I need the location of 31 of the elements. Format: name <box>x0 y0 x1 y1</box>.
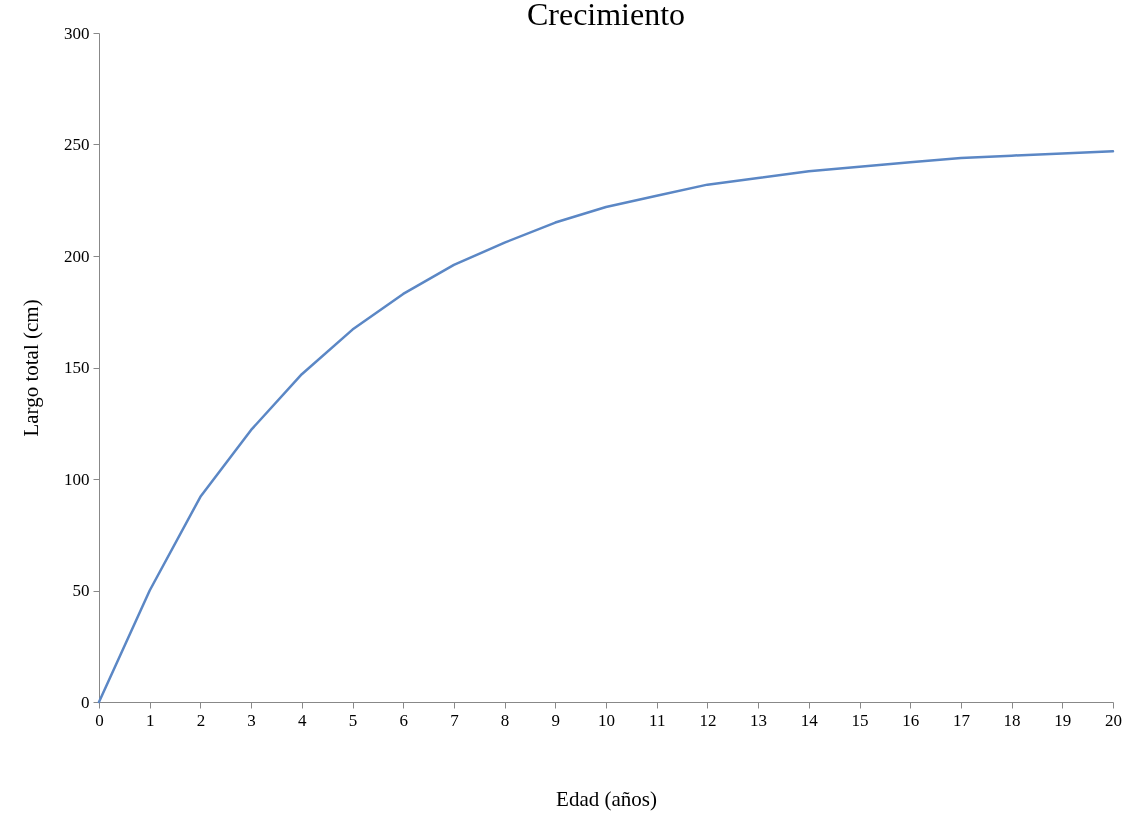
y-axis-title: Largo total (cm) <box>19 299 43 437</box>
x-tick-label: 10 <box>598 710 615 730</box>
y-tick-label: 250 <box>64 135 90 154</box>
x-tick-label: 13 <box>750 710 768 730</box>
x-tick-label: 11 <box>649 710 666 730</box>
x-axis-title: Edad (años) <box>556 786 657 811</box>
x-tick-label: 5 <box>348 710 358 730</box>
x-tick-label: 19 <box>1054 710 1072 730</box>
x-tick-label: 12 <box>699 710 717 730</box>
x-tick-label: 18 <box>1003 710 1021 730</box>
x-tick-label: 14 <box>800 710 819 730</box>
x-tick-label: 0 <box>95 710 104 730</box>
y-tick-label: 0 <box>81 692 90 712</box>
y-tick-label: 50 <box>72 581 90 600</box>
y-tick-label: 300 <box>64 23 90 43</box>
x-tick-label: 4 <box>298 710 308 730</box>
chart-title: Crecimiento <box>526 0 686 32</box>
x-tick-label: 3 <box>247 710 256 730</box>
y-tick-label: 150 <box>64 358 90 377</box>
x-tick-label: 8 <box>500 710 510 730</box>
y-tick-label: 100 <box>64 469 90 489</box>
x-tick-label: 1 <box>145 710 155 730</box>
x-tick-label: 16 <box>902 710 920 730</box>
x-tick-label: 6 <box>399 710 408 730</box>
x-tick-label: 17 <box>952 710 971 730</box>
x-tick-label: 7 <box>450 710 460 730</box>
x-tick-label: 9 <box>551 710 561 730</box>
x-tick-label: 15 <box>851 710 869 730</box>
x-tick-label: 20 <box>1105 710 1122 730</box>
y-tick-label: 200 <box>64 246 90 266</box>
x-tick-label: 2 <box>196 710 206 730</box>
